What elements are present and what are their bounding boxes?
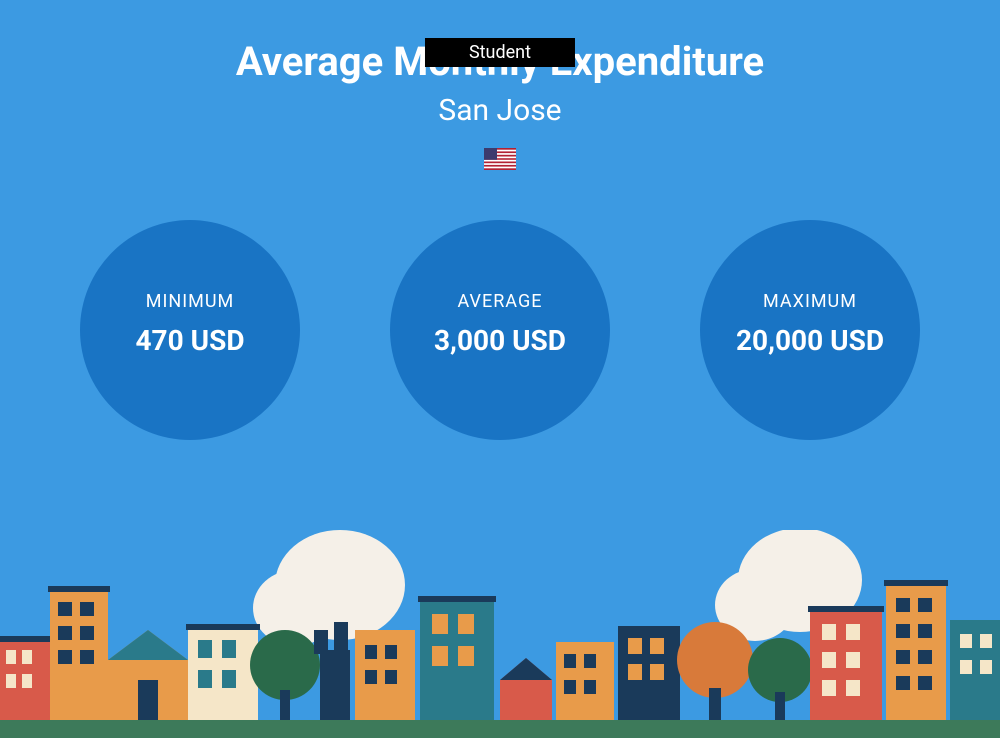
stat-average: AVERAGE 3,000 USD	[390, 220, 610, 440]
stat-label: MINIMUM	[146, 291, 234, 312]
stat-label: MAXIMUM	[763, 291, 857, 312]
category-badge: Student	[425, 38, 575, 67]
stat-value: 20,000 USD	[736, 324, 884, 357]
country-flag-icon	[484, 148, 516, 170]
city-name: San Jose	[0, 93, 1000, 128]
stat-minimum: MINIMUM 470 USD	[80, 220, 300, 440]
stat-value: 470 USD	[135, 324, 244, 357]
cityscape-illustration	[0, 530, 1000, 720]
stat-label: AVERAGE	[458, 291, 543, 312]
ground-strip	[0, 720, 1000, 738]
stats-row: MINIMUM 470 USD AVERAGE 3,000 USD MAXIMU…	[0, 220, 1000, 440]
stat-maximum: MAXIMUM 20,000 USD	[700, 220, 920, 440]
stat-value: 3,000 USD	[434, 324, 566, 357]
